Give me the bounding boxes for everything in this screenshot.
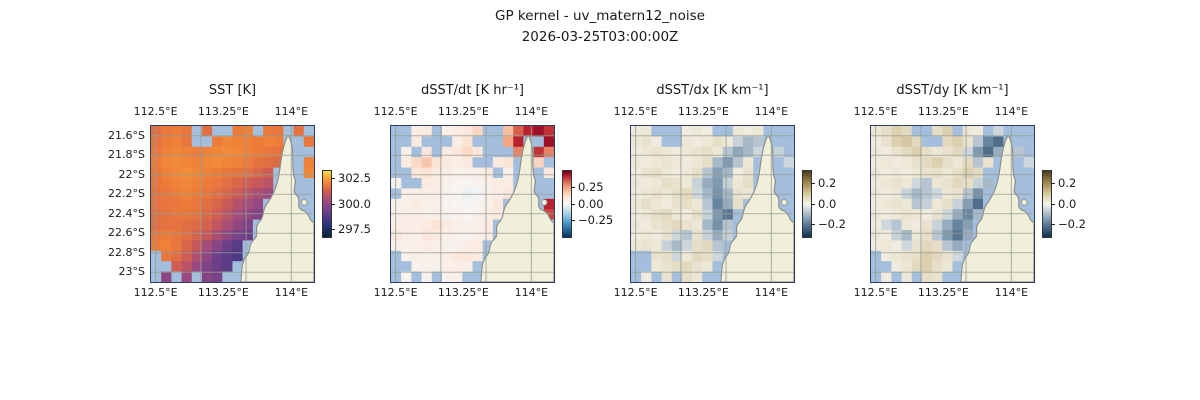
x-tick-label: 113.25°E bbox=[197, 105, 249, 118]
figure-subtitle: 2026-03-25T03:00:00Z bbox=[521, 29, 679, 45]
figure-title: GP kernel - uv_matern12_noise 2026-03-25… bbox=[0, 6, 1200, 48]
colorbar-tick-label: 0.0 bbox=[1058, 196, 1077, 211]
colorbar-tick-label: 0.2 bbox=[1058, 175, 1077, 190]
x-tick-label: 112.5°E bbox=[613, 286, 658, 299]
panel-dsst-dt: dSST/dt [K hr⁻¹] 112.5°E 112.5°E 113.25°E 11… bbox=[374, 83, 614, 299]
x-tick-label: 114°E bbox=[754, 105, 789, 118]
colorbar-tick bbox=[1051, 224, 1055, 226]
x-tick-label: 114°E bbox=[274, 286, 309, 299]
panel-title: dSST/dx [K km⁻¹] bbox=[656, 83, 769, 98]
colorbar-dsst_dx: 0.2 0.0 −0.2 bbox=[802, 170, 846, 238]
panel-dsst-dx: dSST/dx [K km⁻¹] 112.5°E 112.5°E 113.25°E 11… bbox=[614, 83, 846, 299]
panel-sst: SST [K] 112.5°E 112.5°E 113.25°E 113.25°E 114… bbox=[108, 83, 371, 299]
x-tick-label: 112.5°E bbox=[133, 286, 178, 299]
island bbox=[301, 200, 307, 206]
colorbar-tick-label: −0.25 bbox=[578, 213, 614, 227]
x-tick-label: 113.25°E bbox=[677, 286, 729, 299]
colorbar-tick bbox=[331, 178, 335, 180]
heatmap-dsst_dy bbox=[871, 126, 1034, 282]
y-tick-label: 22.4°S bbox=[108, 206, 145, 220]
colorbar-tick bbox=[1051, 203, 1055, 205]
x-tick-label: 113.25°E bbox=[677, 105, 729, 118]
colorbar-tick-label: 300.0 bbox=[338, 196, 371, 211]
colorbar-tick-label: 302.5 bbox=[338, 171, 371, 186]
panel-title: dSST/dy [K km⁻¹] bbox=[896, 83, 1009, 98]
colorbar-tick bbox=[331, 203, 335, 205]
y-tick-label: 23°S bbox=[118, 265, 145, 279]
x-tick-label: 112.5°E bbox=[853, 105, 898, 118]
colorbar-tick bbox=[811, 203, 815, 205]
colorbar-tick bbox=[811, 224, 815, 226]
y-tick-label: 22.8°S bbox=[108, 245, 145, 259]
y-tick-label: 22.6°S bbox=[108, 226, 145, 240]
x-tick-label: 113.25°E bbox=[437, 105, 489, 118]
colorbar-tick bbox=[811, 182, 815, 185]
x-tick-label: 114°E bbox=[514, 105, 549, 118]
colorbar-tick-label: 0.2 bbox=[818, 175, 837, 190]
x-tick-label: 113.25°E bbox=[917, 286, 969, 299]
x-tick-label: 112.5°E bbox=[853, 286, 898, 299]
panel-title: SST [K] bbox=[208, 83, 257, 98]
x-tick-label: 114°E bbox=[274, 105, 309, 118]
x-tick-label: 113.25°E bbox=[197, 286, 249, 299]
x-tick-label: 114°E bbox=[754, 286, 789, 299]
heatmap-sst bbox=[151, 126, 314, 282]
heatmap-dsst_dt bbox=[391, 126, 554, 282]
y-tick-label: 22.2°S bbox=[108, 187, 145, 201]
y-tick-label: 21.6°S bbox=[108, 128, 145, 142]
panel-dsst-dy: dSST/dy [K km⁻¹] 112.5°E 112.5°E 113.25°E 11… bbox=[854, 83, 1086, 299]
x-tick-label: 112.5°E bbox=[133, 105, 178, 118]
colorbar-tick-label: −0.2 bbox=[1058, 217, 1086, 232]
colorbar-tick-label: −0.2 bbox=[818, 217, 846, 232]
island bbox=[781, 200, 787, 206]
y-tick-label: 22°S bbox=[118, 167, 145, 181]
x-tick-label: 112.5°E bbox=[373, 105, 418, 118]
x-tick-label: 112.5°E bbox=[373, 286, 418, 299]
figure-title-line1: GP kernel - uv_matern12_noise bbox=[495, 8, 705, 24]
colorbar-tick-label: 297.5 bbox=[338, 221, 371, 236]
colorbar-tick bbox=[571, 203, 575, 205]
colorbar-tick-label: 0.00 bbox=[578, 196, 604, 211]
colorbar-tick-label: 0.25 bbox=[578, 180, 604, 194]
colorbar-dsst_dy: 0.2 0.0 −0.2 bbox=[1042, 170, 1086, 238]
colorbar-tick bbox=[331, 228, 335, 231]
colorbar-tick bbox=[571, 220, 575, 222]
colorbar-dsst_dt: 0.25 0.00 −0.25 bbox=[562, 170, 613, 238]
colorbar-tick bbox=[1051, 182, 1055, 185]
x-tick-label: 114°E bbox=[514, 286, 549, 299]
x-tick-label: 114°E bbox=[994, 286, 1029, 299]
colorbar-tick bbox=[571, 187, 575, 189]
heatmap-dsst_dx bbox=[631, 126, 794, 282]
island bbox=[541, 200, 547, 206]
colorbar-sst: 302.5 300.0 297.5 bbox=[322, 170, 371, 238]
island bbox=[1021, 200, 1027, 206]
x-tick-label: 113.25°E bbox=[917, 105, 969, 118]
x-tick-label: 114°E bbox=[994, 105, 1029, 118]
colorbar-tick-label: 0.0 bbox=[818, 196, 837, 211]
panel-title: dSST/dt [K hr⁻¹] bbox=[420, 83, 525, 98]
y-tick-label: 21.8°S bbox=[108, 148, 145, 162]
x-tick-label: 113.25°E bbox=[437, 286, 489, 299]
x-tick-label: 112.5°E bbox=[613, 105, 658, 118]
